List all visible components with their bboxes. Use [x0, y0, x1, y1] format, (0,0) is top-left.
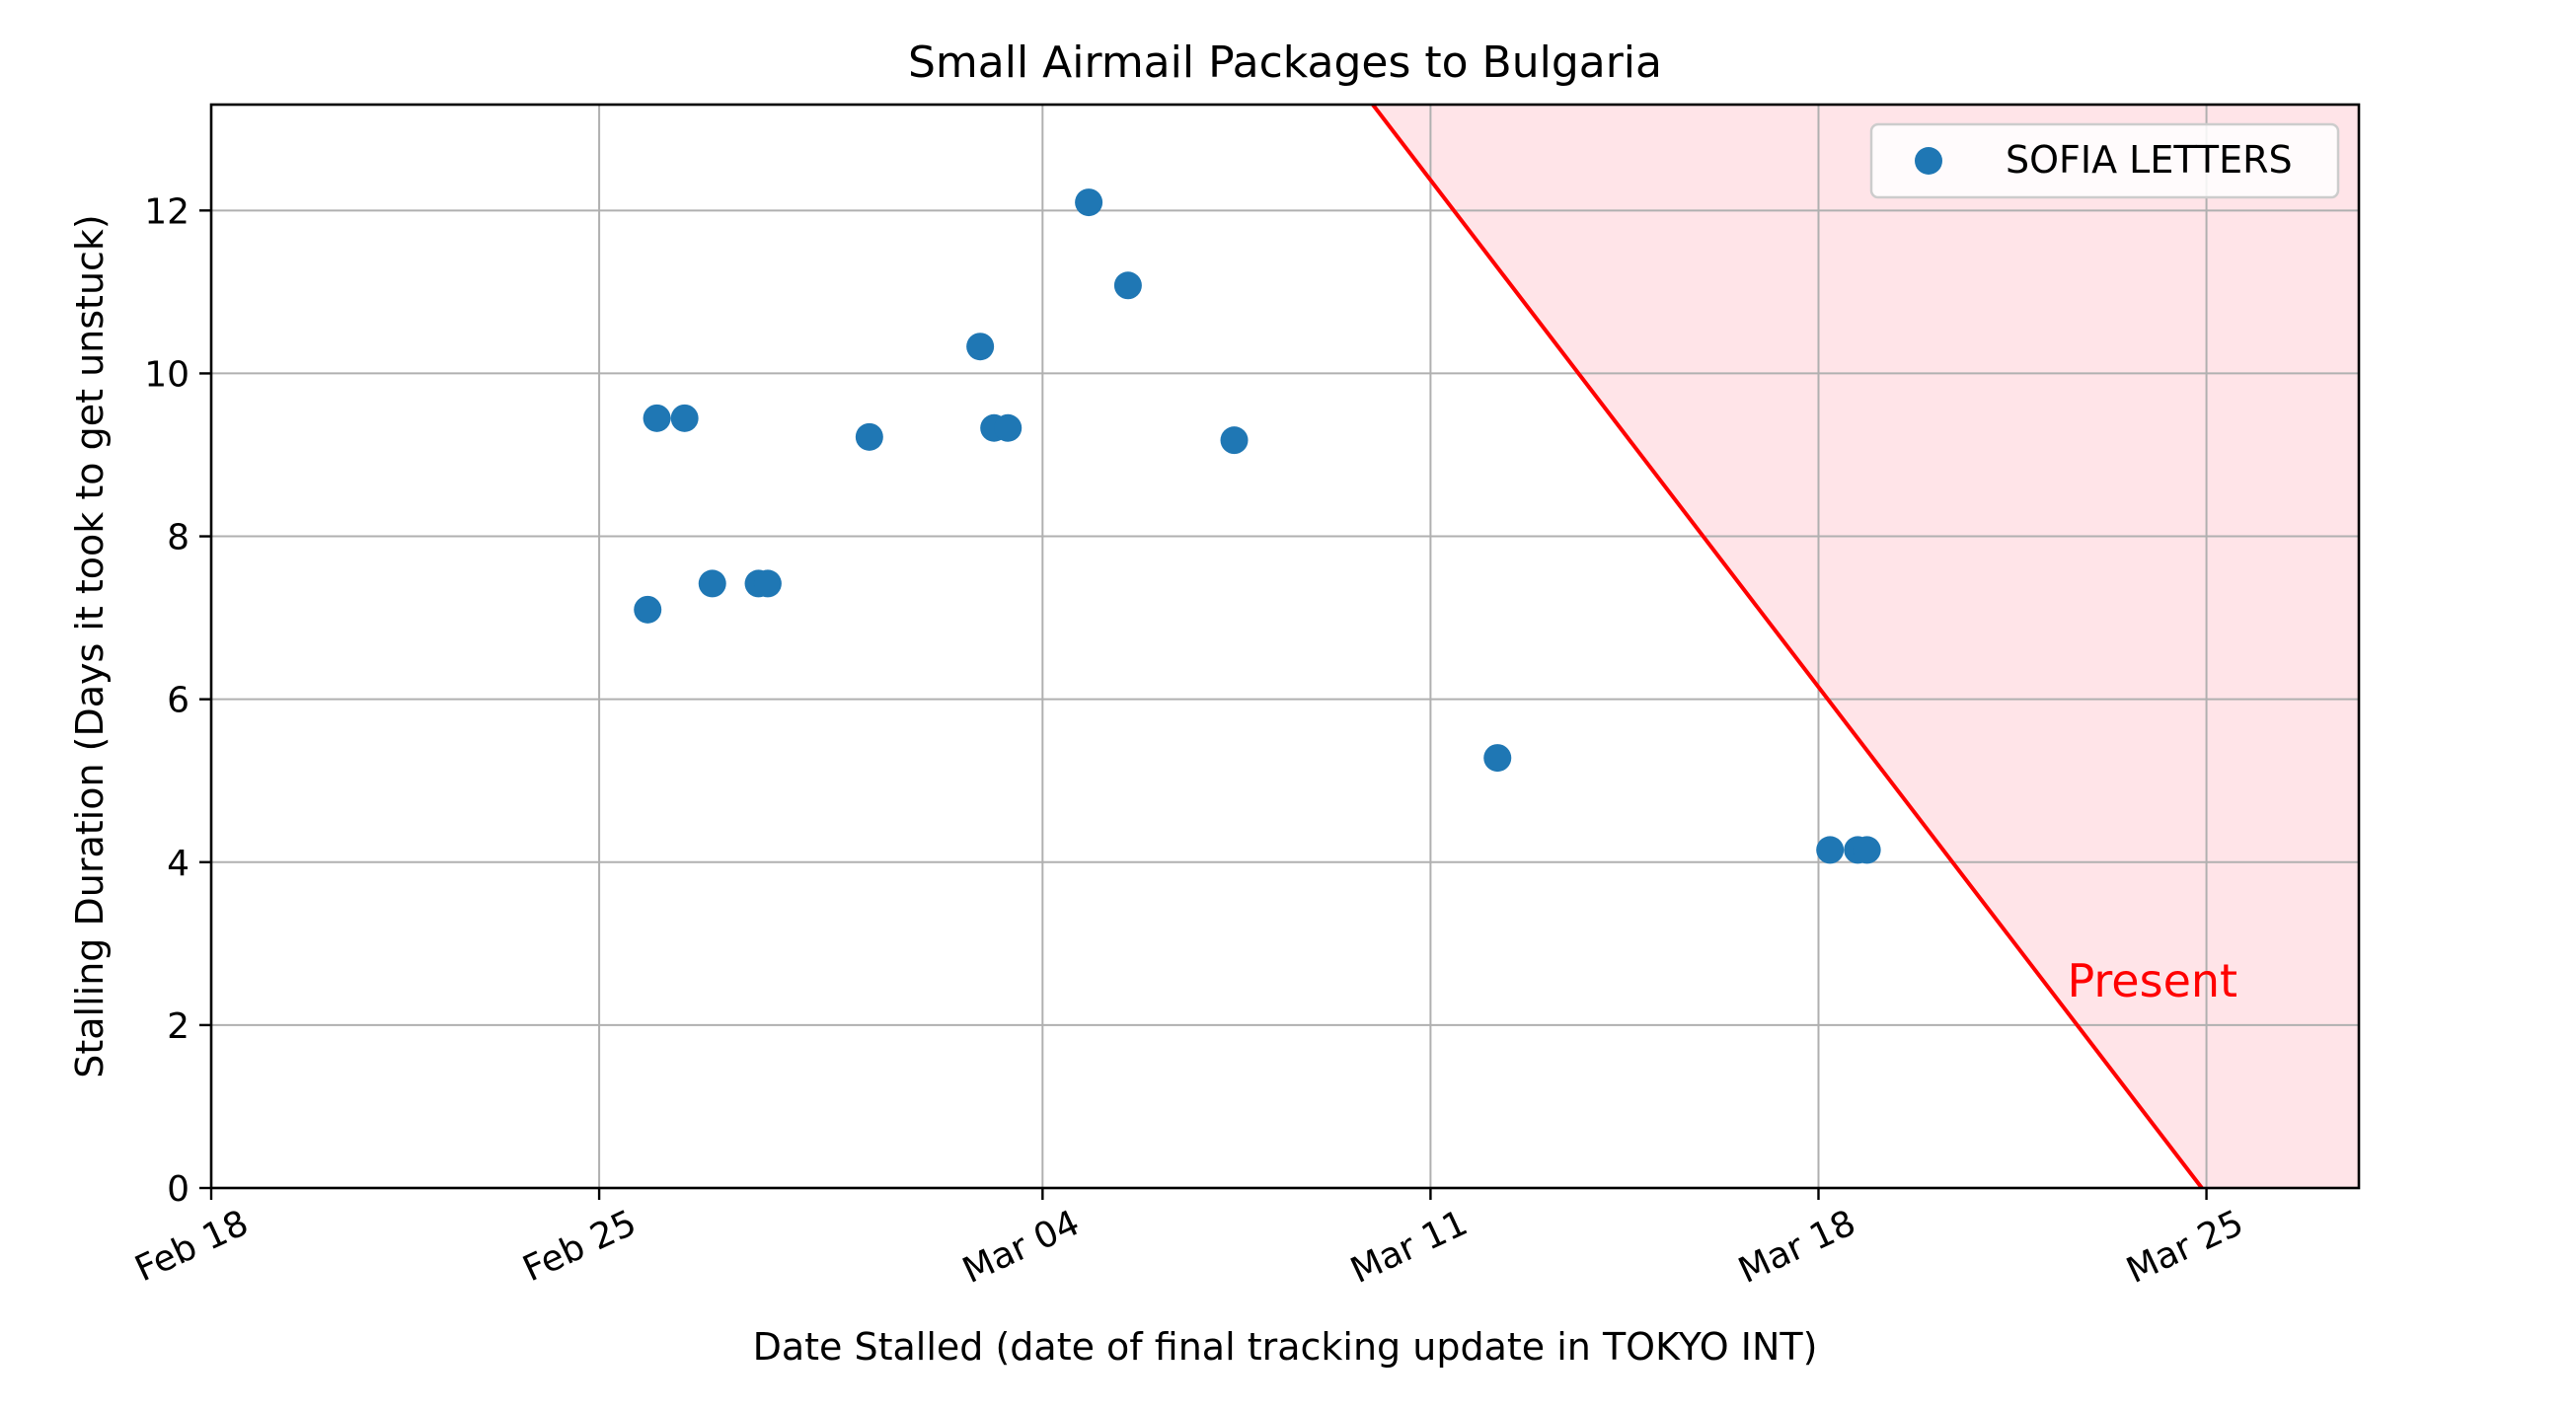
data-point	[1113, 271, 1142, 300]
present-line-layer	[1371, 105, 2204, 1188]
data-points-layer	[634, 188, 1881, 864]
y-tick-label: 0	[167, 1169, 189, 1210]
y-tick-label: 8	[167, 518, 189, 558]
present-shaded-region-layer	[1372, 105, 2359, 1188]
legend-marker	[1915, 147, 1942, 175]
data-point	[994, 413, 1023, 442]
present-line	[1371, 105, 2204, 1188]
data-point	[643, 404, 671, 432]
data-point	[966, 333, 995, 361]
x-axis-label: Date Stalled (date of final tracking upd…	[753, 1325, 1818, 1369]
plot-frame	[209, 103, 2361, 1190]
y-tick-label: 6	[167, 681, 189, 721]
data-point	[634, 595, 662, 624]
data-point	[1483, 744, 1512, 773]
data-point	[1075, 188, 1103, 217]
y-tick-label: 10	[144, 354, 189, 395]
legend-label: SOFIA LETTERS	[2006, 138, 2293, 182]
data-point	[753, 569, 782, 598]
present-annotation-label: Present	[2067, 954, 2237, 1007]
data-point	[1816, 836, 1845, 864]
chart-title: Small Airmail Packages to Bulgaria	[908, 37, 1662, 88]
y-tick-label: 2	[167, 1006, 189, 1047]
data-point	[855, 422, 883, 451]
legend-box	[1869, 122, 2340, 199]
data-point	[698, 569, 726, 598]
y-tick-label: 12	[144, 191, 189, 232]
data-point	[1220, 426, 1249, 455]
legend: SOFIA LETTERS	[1869, 122, 2340, 199]
data-point	[670, 404, 699, 432]
present-shaded-region	[1372, 105, 2359, 1188]
y-axis-label: Stalling Duration (Days it took to get u…	[68, 214, 112, 1078]
data-point	[1853, 836, 1881, 864]
y-tick-label: 4	[167, 844, 189, 884]
grid-layer	[211, 105, 2359, 1188]
y-axis-ticks: 0 2 4 6 8 10 12	[144, 191, 211, 1210]
